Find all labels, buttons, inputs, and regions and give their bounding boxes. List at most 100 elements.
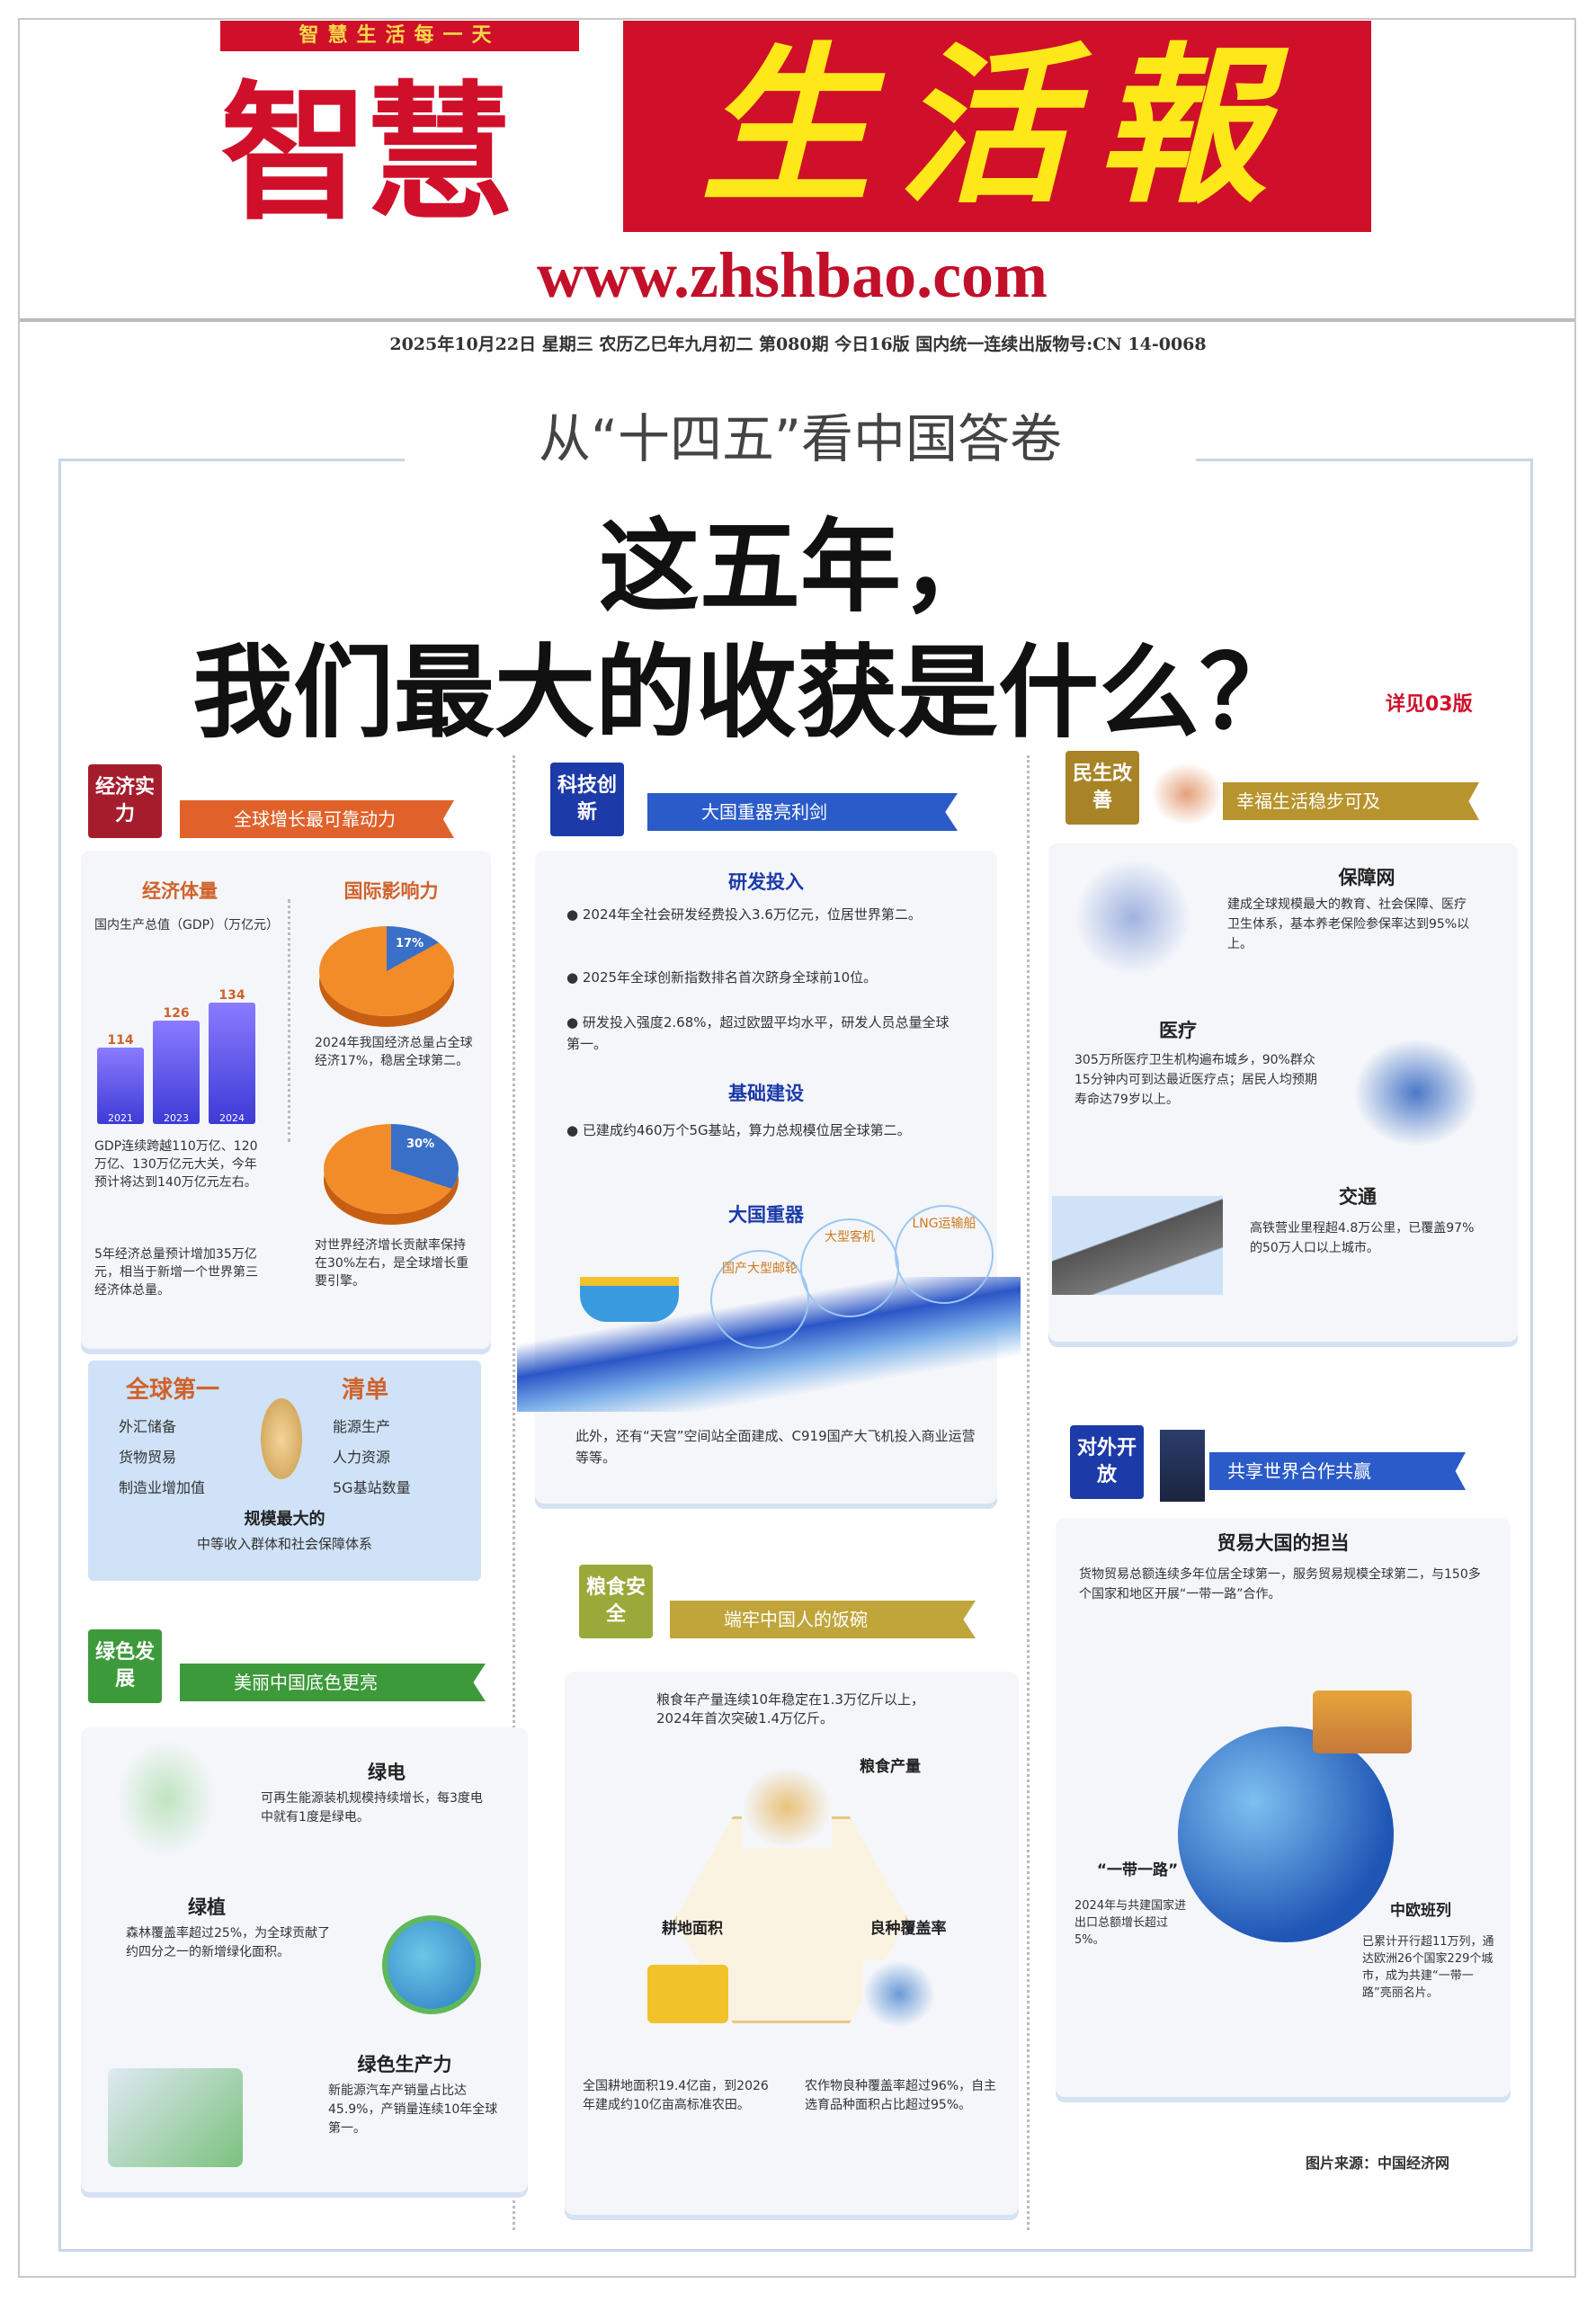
gdp-bar-group: 114 2021 [97, 1033, 144, 1124]
earth-icon [382, 1915, 481, 2014]
image-credit: 图片来源：中国经济网 [1306, 2155, 1450, 2172]
livelihood-h1: 保障网 [1338, 867, 1395, 888]
opening-p1: 货物贸易总额连续多年位居全球第一，服务贸易规模全球第二，与150多个国家和地区开… [1079, 1567, 1481, 1602]
gold-medal-icon [261, 1398, 302, 1479]
list-item: 货物贸易 [119, 1449, 177, 1466]
handshake-icon [1160, 1430, 1205, 1502]
food-n1: 粮食产量 [860, 1758, 921, 1776]
masthead-logo: 生活報 [623, 21, 1371, 232]
list-item: 外汇储备 [119, 1418, 177, 1435]
doctor-consultation-icon [1349, 1034, 1484, 1151]
wind-turbine-icon [117, 1740, 216, 1857]
green-p3: 新能源汽车产销量占比达45.9%，产销量连续10年全球第一。 [328, 2083, 498, 2136]
section-ribbon-green: 美丽中国底色更亮 [180, 1664, 486, 1701]
website-link[interactable]: www.zhshbao.com [536, 239, 1048, 311]
green-p2: 森林覆盖率超过25%，为全球贡献了约四分之一的新增绿化面积。 [126, 1926, 331, 1959]
tech-b1: ● 2024年全社会研发经费投入3.6万亿元，位居世界第二。 [566, 906, 922, 923]
food-n3: 良种覆盖率 [869, 1920, 947, 1938]
tech-b2-text: 2025年全球创新指数排名首次跻身全球前10位。 [582, 969, 878, 986]
opening-h2: 中欧班列 [1390, 1902, 1451, 1920]
bar-year-label: 2021 [108, 1112, 133, 1124]
green-h3: 绿色生产力 [357, 2054, 452, 2075]
section-ribbon-food: 端牢中国人的饭碗 [670, 1601, 976, 1638]
economy-note-2: 5年经济总量预计增加35万亿元，相当于新增一个世界第三经济体总量。 [94, 1247, 258, 1298]
masthead-slogan: 智慧生活每一天 [220, 21, 579, 51]
section-ribbon-livelihood: 幸福生活稳步可及 [1218, 782, 1479, 820]
economy-divider [288, 899, 290, 1142]
column-divider [1027, 755, 1030, 2230]
tech-b2: ● 2025年全球创新指数排名首次跻身全球前10位。 [566, 969, 878, 986]
gdp-bar-group: 134 2024 [209, 988, 255, 1124]
section-tag-livelihood: 民生改善 [1065, 751, 1139, 825]
list-items-left: 外汇储备货物贸易制造业增加值 [119, 1412, 254, 1503]
opening-p2: 2024年与共建国家进出口总额增长超过5%。 [1074, 1899, 1187, 1947]
masthead-name-left: 智慧 [220, 66, 513, 240]
pie-label: 30% [406, 1138, 435, 1151]
bar-value-label: 126 [163, 1006, 190, 1021]
food-intro: 粮食年产量连续10年稳定在1.3万亿斤以上，2024年首次突破1.4万亿斤。 [656, 1691, 924, 1726]
port-crane-icon [1313, 1691, 1412, 1753]
livelihood-p3: 高铁营业里程超4.8万公里，已覆盖97%的50万人口以上城市。 [1250, 1221, 1475, 1255]
page-frame [18, 18, 1576, 2278]
farmer-icon [742, 1767, 832, 1848]
section-ribbon-economy: 全球增长最可靠动力 [180, 800, 454, 838]
list-items-right: 能源生产 人力资源 5G基站数量 [333, 1412, 468, 1503]
tech-h2: 基础建设 [728, 1083, 804, 1104]
livelihood-h3: 交通 [1339, 1186, 1377, 1208]
headline-line1: 这五年， [599, 508, 1002, 626]
gdp-chart-title: 国内生产总值（GDP）（万亿元） [94, 918, 280, 932]
food-p2: 农作物良种覆盖率超过96%，自主选育品种面积占比超过95%。 [805, 2079, 997, 2112]
protection-hands-icon [1070, 854, 1196, 980]
high-speed-rail-icon [1052, 1196, 1223, 1295]
tractor-icon [647, 1965, 728, 2023]
food-n2: 耕地面积 [662, 1920, 723, 1938]
bar-value-label: 114 [107, 1033, 134, 1048]
list-footer: 中等收入群体和社会保障体系 [196, 1536, 372, 1552]
bubble-cruise: 国产大型邮轮 [710, 1250, 809, 1349]
section-tag-green: 绿色发展 [88, 1629, 162, 1703]
green-h2: 绿植 [188, 1896, 226, 1918]
family-icon [1151, 763, 1223, 825]
green-h1: 绿电 [368, 1762, 406, 1783]
bar-value-label: 134 [218, 988, 245, 1003]
bar-year-label: 2024 [219, 1112, 245, 1124]
list-item: 能源生产 [333, 1418, 391, 1435]
tech-b3: ● 研发投入强度2.68%，超过欧盟平均水平，研发人员总量全球第一。 [566, 1014, 950, 1052]
opening-label1: “一带一路” [1096, 1861, 1179, 1879]
economy-right-title: 国际影响力 [343, 880, 439, 902]
bubble-aircraft: 大型客机 [800, 1218, 899, 1317]
tech-b1-text: 2024年全社会研发经费投入3.6万亿元，位居世界第二。 [582, 906, 922, 923]
ship-icon [580, 1277, 679, 1322]
tech-b3-text: 研发投入强度2.68%，超过欧盟平均水平，研发人员总量全球第一。 [566, 1014, 950, 1052]
globe-icon [1178, 1726, 1394, 1942]
gdp-bar: 2024 [209, 1003, 255, 1124]
section-tag-opening: 对外开放 [1070, 1425, 1144, 1499]
list-title-right: 清单 [342, 1377, 389, 1404]
tech-b4-text: 已建成约460万个5G基站，算力总规模位居全球第二。 [582, 1122, 911, 1138]
gdp-bar-group: 126 2023 [153, 1006, 200, 1124]
green-factory-icon [108, 2068, 243, 2167]
gdp-bar-chart: 114 2021 126 2023 134 2024 [97, 953, 259, 1124]
economy-note-1: GDP连续跨越110万亿、120万亿、130万亿元大关，今年预计将达到140万亿… [94, 1139, 258, 1190]
tech-caption: 此外，还有“天宫”空间站全面建成、C919国产大飞机投入商业运营等等。 [575, 1428, 976, 1466]
gdp-bar: 2023 [153, 1021, 200, 1124]
livelihood-h2: 医疗 [1159, 1020, 1197, 1041]
pie-label: 17% [396, 937, 424, 950]
kicker: 从“十四五”看中国答卷 [405, 405, 1196, 473]
food-p1: 全国耕地面积19.4亿亩，到2026年建成约10亿亩高标准农田。 [583, 2079, 769, 2112]
tech-h3: 大国重器 [728, 1204, 804, 1226]
see-page-link[interactable]: 详见03版 [1386, 693, 1473, 716]
dateline: 2025年10月22日 星期三 农历乙巳年九月初二 第080期 今日16版 国内… [389, 335, 1207, 354]
masthead-divider [20, 318, 1574, 322]
list-footer-title: 规模最大的 [244, 1510, 325, 1529]
list-item: 制造业增加值 [119, 1479, 206, 1496]
bar-year-label: 2023 [164, 1112, 189, 1124]
opening-h1: 贸易大国的担当 [1217, 1532, 1350, 1554]
section-ribbon-tech: 大国重器亮利剑 [647, 793, 958, 831]
tech-b4: ● 已建成约460万个5G基站，算力总规模位居全球第二。 [566, 1122, 911, 1138]
economy-left-title: 经济体量 [142, 880, 218, 902]
livelihood-p1: 建成全球规模最大的教育、社会保障、医疗卫生体系，基本养老保险参保率达到95%以上… [1227, 897, 1470, 951]
tech-h1: 研发投入 [728, 871, 804, 893]
list-item: 5G基站数量 [333, 1479, 411, 1496]
opening-p3: 已累计开行超11万列，通达欧洲26个国家229个城市，成为共建“一带一路”亮丽名… [1362, 1935, 1494, 2000]
